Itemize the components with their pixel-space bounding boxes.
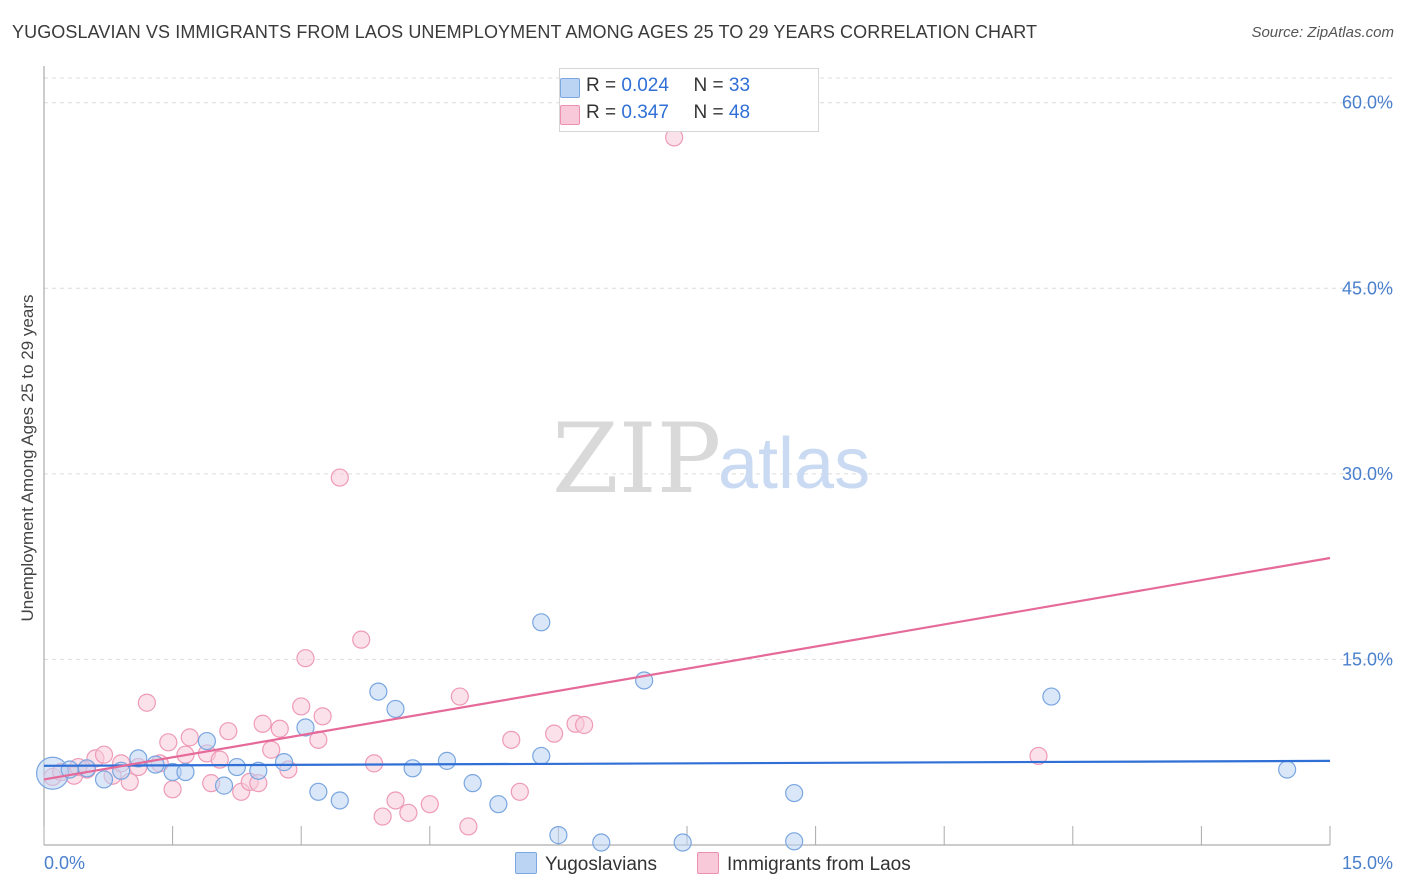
data-point xyxy=(510,782,529,801)
y-tick-label: 45.0% xyxy=(1342,278,1393,298)
data-point xyxy=(673,833,692,852)
legend-n-label: N = xyxy=(693,75,724,96)
legend-n-value: 33 xyxy=(728,75,751,96)
data-point xyxy=(575,715,594,735)
data-point xyxy=(352,630,371,649)
data-point xyxy=(399,803,418,822)
data-point xyxy=(549,826,568,845)
trend-line xyxy=(43,759,1331,767)
legend-r-value: 0.347 xyxy=(621,102,669,123)
legend-swatch-blue xyxy=(515,852,537,874)
data-point xyxy=(489,795,508,814)
legend-row-yugoslavians: R = 0.024 N = 33 xyxy=(560,75,751,98)
watermark-atlas: atlas xyxy=(718,424,870,504)
x-tick-label: 15.0% xyxy=(1342,853,1393,873)
data-point xyxy=(364,754,384,773)
x-tick-label: 0.0% xyxy=(44,853,85,873)
grid-lines xyxy=(44,77,1392,660)
legend-row-laos: R = 0.347 N = 48 xyxy=(560,102,751,125)
source-label: Source: ZipAtlas.com xyxy=(1251,24,1394,41)
y-tick-label: 30.0% xyxy=(1342,464,1393,484)
data-point xyxy=(386,699,405,719)
data-point xyxy=(219,722,238,741)
data-point xyxy=(296,649,315,668)
data-point xyxy=(532,613,551,632)
legend-n-value: 48 xyxy=(728,102,751,123)
data-point xyxy=(532,746,551,766)
data-point xyxy=(163,780,182,799)
data-point xyxy=(373,807,392,826)
data-point xyxy=(210,750,229,769)
legend-r-label: R = xyxy=(586,102,617,123)
data-point xyxy=(253,714,272,733)
y-tick-label: 15.0% xyxy=(1342,649,1393,669)
legend-swatch-pink xyxy=(697,852,719,874)
data-point xyxy=(296,718,315,737)
data-point xyxy=(94,745,114,764)
data-point xyxy=(227,757,246,777)
legend-r-value: 0.024 xyxy=(621,75,669,96)
legend-item-yugoslavians: Yugoslavians xyxy=(515,852,657,876)
data-point xyxy=(330,468,349,487)
data-point xyxy=(592,833,611,852)
chart-title: YUGOSLAVIAN VS IMMIGRANTS FROM LAOS UNEM… xyxy=(12,22,1038,42)
data-point xyxy=(502,730,521,749)
data-point xyxy=(176,762,195,782)
legend-label: Immigrants from Laos xyxy=(727,854,911,875)
data-point xyxy=(403,759,422,778)
data-point xyxy=(1042,687,1061,706)
data-point xyxy=(1029,746,1048,766)
data-point xyxy=(274,753,294,772)
data-point xyxy=(262,740,281,759)
legend-n-label: N = xyxy=(693,102,724,123)
data-point xyxy=(1278,760,1297,779)
data-point xyxy=(270,719,289,738)
legend-label: Yugoslavians xyxy=(545,854,657,875)
legend-swatch-blue xyxy=(560,78,580,98)
data-point xyxy=(159,733,178,752)
data-point xyxy=(450,687,469,706)
correlation-legend: R = 0.024 N = 33 R = 0.347 N = 48 xyxy=(559,68,819,132)
data-point xyxy=(214,776,234,795)
data-point xyxy=(94,770,114,789)
y-tick-label: 60.0% xyxy=(1342,93,1393,113)
data-point xyxy=(459,817,478,836)
data-point xyxy=(292,697,311,716)
data-point xyxy=(437,751,457,770)
legend-swatch-pink xyxy=(560,105,580,125)
data-point xyxy=(420,795,439,814)
trend-line xyxy=(43,556,1331,781)
data-point xyxy=(137,693,156,712)
legend-item-laos: Immigrants from Laos xyxy=(697,852,911,876)
data-point xyxy=(77,759,96,778)
data-point xyxy=(330,791,349,810)
watermark: ZIP atlas xyxy=(552,403,870,515)
data-point xyxy=(249,761,268,780)
watermark-zip: ZIP xyxy=(552,403,721,515)
data-point xyxy=(785,832,804,851)
data-point xyxy=(180,728,199,747)
tick-labels: 15.0% 30.0% 45.0% 60.0% 0.0% 15.0% xyxy=(44,93,1393,873)
data-point xyxy=(463,774,482,793)
data-point xyxy=(197,731,216,751)
data-point xyxy=(386,791,405,810)
trend-lines xyxy=(43,556,1331,781)
data-point xyxy=(313,707,332,726)
data-point xyxy=(369,682,388,701)
data-point xyxy=(785,783,804,803)
data-point xyxy=(309,782,328,801)
data-point xyxy=(545,724,564,743)
legend-r-label: R = xyxy=(586,75,617,96)
